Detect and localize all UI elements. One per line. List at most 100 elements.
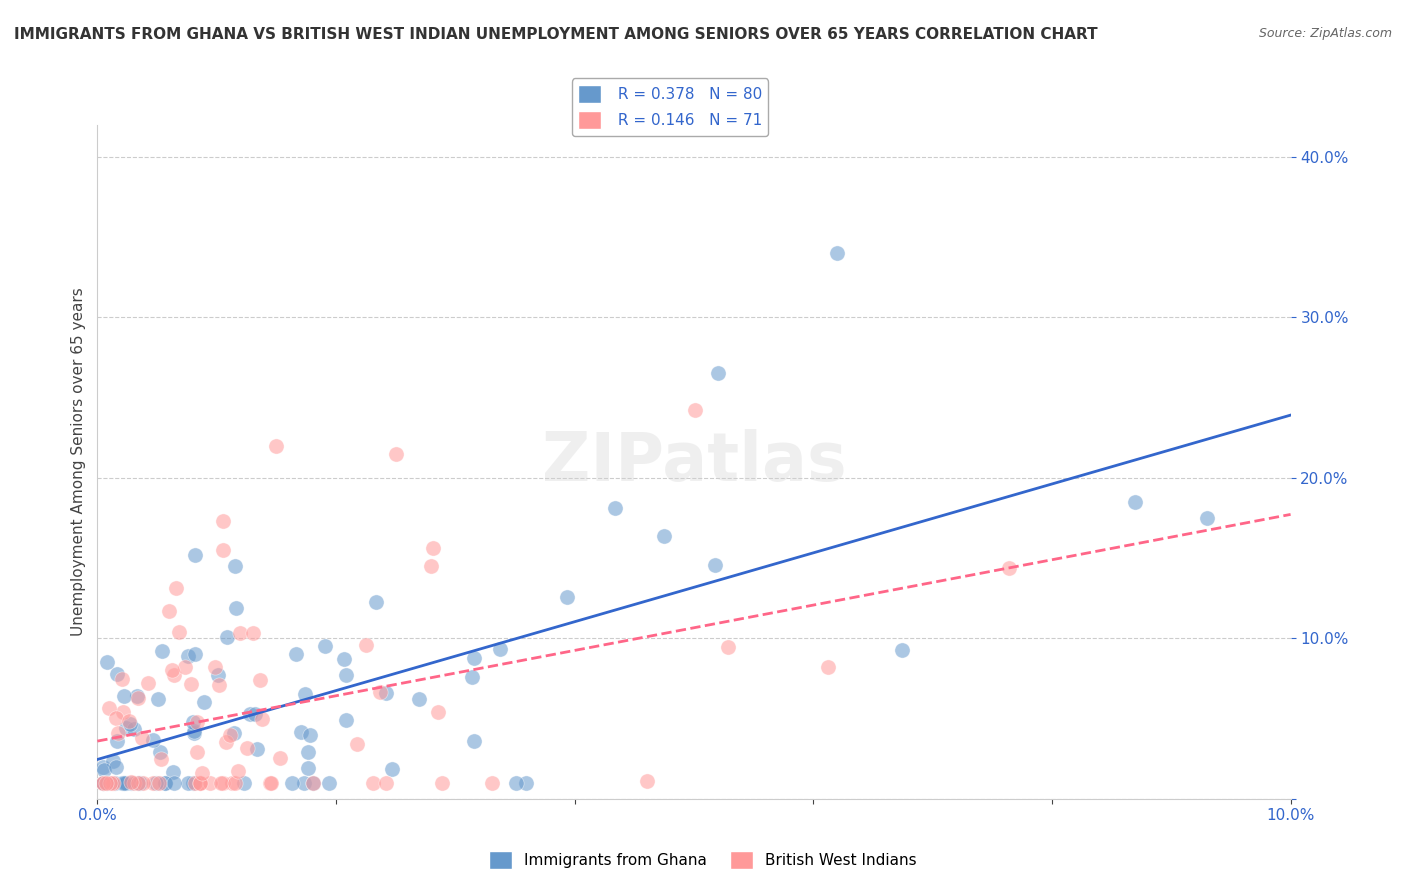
Point [190,766,212,780]
Point [200,775,222,789]
Point [167,625,190,640]
Point [183,726,205,740]
Point [112,689,135,703]
Point [91,775,114,789]
Point [825,246,848,260]
Point [105,733,128,747]
Point [463,651,485,665]
Point [555,590,578,604]
Point [101,775,124,789]
Point [188,775,211,789]
Point [91,775,114,789]
Point [91,775,114,789]
Point [374,775,396,789]
Point [314,639,336,653]
Point [114,775,136,789]
Point [153,775,176,789]
Point [301,775,323,789]
Point [298,728,321,742]
Text: ZIPatlas: ZIPatlas [541,429,846,495]
Point [212,514,235,528]
Point [652,529,675,543]
Point [111,775,134,789]
Point [381,763,404,777]
Point [245,706,267,721]
Point [165,582,187,596]
Point [186,745,208,759]
Point [148,746,170,760]
Point [489,641,512,656]
Point [183,549,205,563]
Point [481,775,503,789]
Point [98,775,121,789]
Point [163,775,186,789]
Point [290,724,312,739]
Point [703,558,725,572]
Point [112,775,135,789]
Point [354,638,377,652]
Point [707,367,730,381]
Point [181,775,204,789]
Point [111,672,134,686]
Point [420,559,443,574]
Point [91,775,114,789]
Point [118,717,141,731]
Point [148,775,170,789]
Point [269,751,291,765]
Point [426,705,449,719]
Legend: Immigrants from Ghana, British West Indians: Immigrants from Ghana, British West Indi… [484,845,922,875]
Text: Source: ZipAtlas.com: Source: ZipAtlas.com [1258,27,1392,40]
Point [142,733,165,747]
Point [208,678,231,692]
Point [335,713,357,727]
Point [114,722,136,736]
Point [153,775,176,789]
Point [891,642,914,657]
Point [215,735,238,749]
Point [1197,511,1219,525]
Point [186,714,208,729]
Point [297,745,319,759]
Point [207,668,229,682]
Point [177,648,200,663]
Point [204,660,226,674]
Point [250,712,273,726]
Point [222,726,245,740]
Point [162,765,184,780]
Point [605,500,627,515]
Point [98,701,121,715]
Point [94,775,117,789]
Point [361,775,384,789]
Legend:  R = 0.378   N = 80,  R = 0.146   N = 71: R = 0.378 N = 80, R = 0.146 N = 71 [572,78,769,136]
Point [157,603,180,617]
Point [188,775,211,789]
Point [163,668,186,682]
Point [997,561,1019,575]
Point [430,775,453,789]
Point [266,439,288,453]
Point [236,741,259,756]
Point [232,775,254,789]
Point [224,559,246,574]
Point [125,690,148,704]
Point [120,774,142,789]
Point [174,659,197,673]
Point [294,687,316,701]
Point [422,541,444,555]
Point [460,670,482,684]
Point [96,655,118,669]
Point [505,775,527,789]
Point [229,626,252,640]
Point [225,600,247,615]
Point [91,760,114,774]
Point [239,706,262,721]
Point [188,775,211,789]
Point [93,764,115,778]
Point [209,775,232,789]
Point [177,775,200,789]
Point [219,728,242,742]
Point [515,775,537,789]
Point [212,775,235,789]
Point [212,542,235,557]
Point [183,723,205,738]
